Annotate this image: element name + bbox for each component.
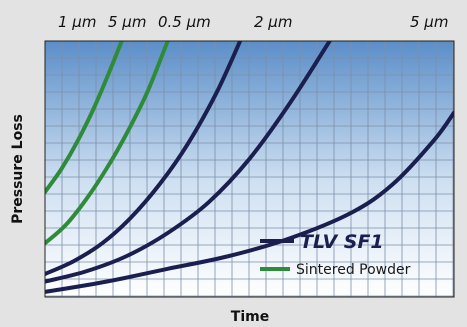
top-label-0-5um: 0.5 μm xyxy=(158,13,211,31)
series-line-tlv-2 xyxy=(45,41,243,276)
x-axis-title: Time xyxy=(231,309,269,325)
series-line-tlv-3 xyxy=(45,41,333,284)
legend-label-tlv: TLV SF1 xyxy=(300,231,384,253)
curves xyxy=(45,41,454,294)
top-label-2um: 2 μm xyxy=(254,13,292,31)
top-label-1um: 1 μm xyxy=(58,13,96,31)
legend-label-sintered: Sintered Powder xyxy=(296,262,411,278)
series-line-tlv-4 xyxy=(45,110,454,294)
top-label-5um-tlv: 5 μm xyxy=(410,13,448,31)
legend: TLV SF1 Sintered Powder xyxy=(260,231,411,278)
top-label-5um-sintered: 5 μm xyxy=(108,13,146,31)
series-line-sintered-1 xyxy=(45,41,170,246)
y-axis-title: Pressure Loss xyxy=(10,114,26,224)
plot-frame xyxy=(44,40,455,298)
series-line-sintered-0 xyxy=(45,41,124,194)
